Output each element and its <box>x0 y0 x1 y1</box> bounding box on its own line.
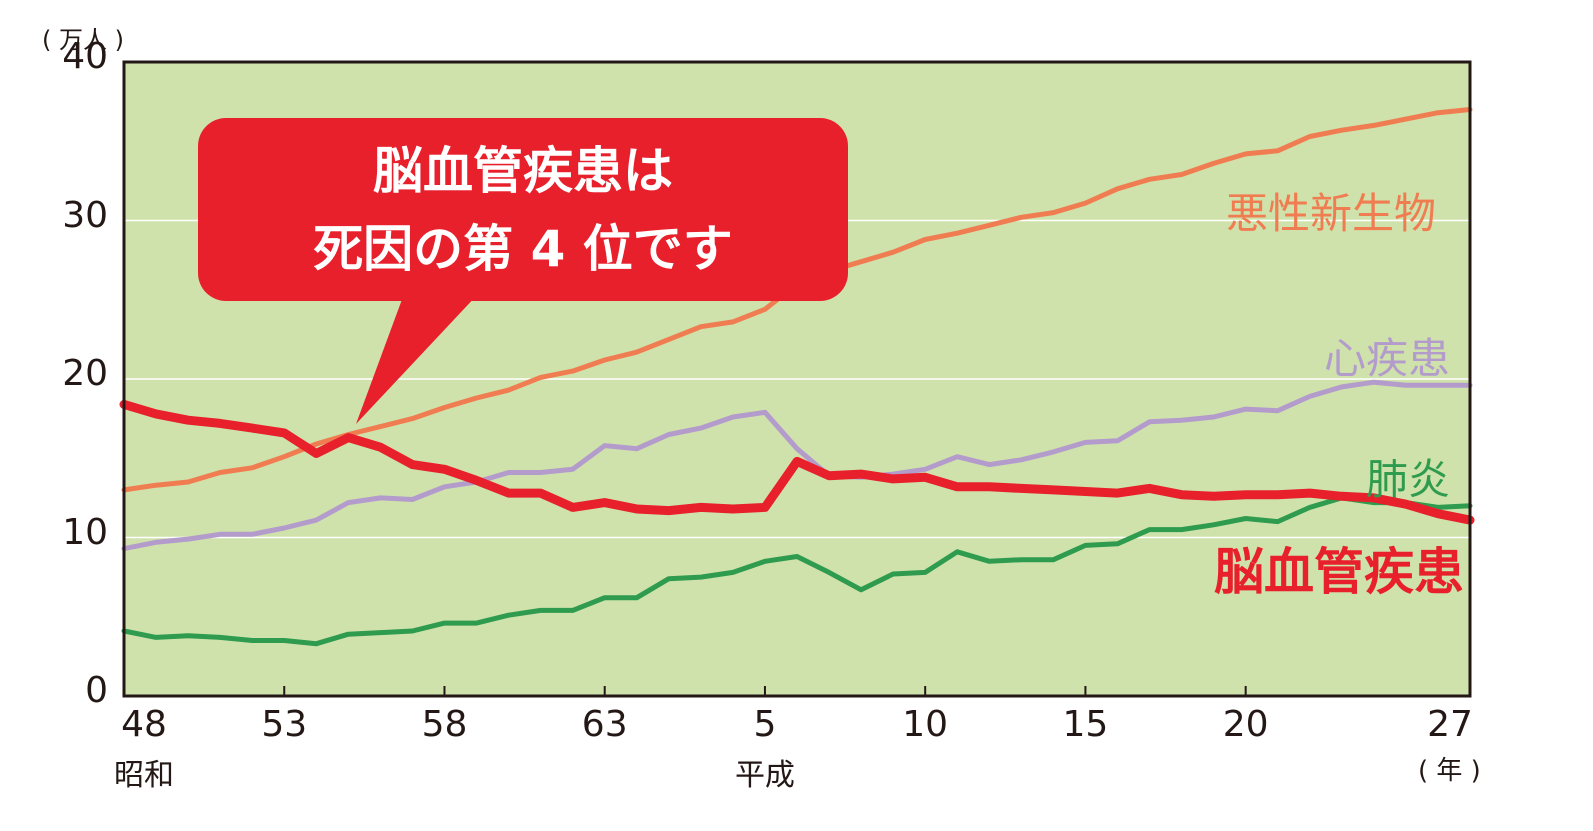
callout-pointer <box>356 294 478 424</box>
series-label-cerebro: 脳血管疾患 <box>1214 543 1464 601</box>
callout-line-2: 死因の第 4 位です <box>313 220 733 278</box>
x-tick-label: 10 <box>902 704 949 745</box>
x-tick-marks <box>123 686 1471 696</box>
x-tick-label: 20 <box>1222 704 1269 745</box>
era-label: 平成 <box>734 758 795 793</box>
y-tick-label: 20 <box>62 353 108 394</box>
x-tick-label: 5 <box>753 704 777 745</box>
y-axis-unit-label: ( 万人 ) <box>42 26 124 54</box>
x-tick-label: 27 <box>1427 704 1473 745</box>
x-tick-label: 48 <box>121 704 167 745</box>
y-tick-label: 40 <box>62 36 108 77</box>
x-tick-label: 58 <box>421 704 468 745</box>
plot-frame <box>122 60 1472 698</box>
y-tick-label: 0 <box>85 670 108 711</box>
series-label-pneumonia: 肺炎 <box>1366 455 1451 504</box>
series-line-cerebro <box>119 399 1475 525</box>
y-tick-label: 10 <box>62 511 108 553</box>
x-axis-unit-label: ( 年 ) <box>1418 756 1481 786</box>
series-label-malignant: 悪性新生物 <box>1226 189 1437 238</box>
era-label: 昭和 <box>114 758 174 793</box>
callout-box: 脳血管疾患は 死因の第 4 位です <box>198 118 848 301</box>
series-line-heart <box>121 379 1473 552</box>
x-tick-label: 63 <box>581 704 628 745</box>
series-line-pneumonia <box>121 495 1473 647</box>
y-tick-label: 30 <box>62 194 108 236</box>
x-tick-label: 15 <box>1062 704 1109 745</box>
x-tick-label: 53 <box>261 704 308 745</box>
callout-line-1: 脳血管疾患は <box>373 142 673 200</box>
series-label-heart: 心疾患 <box>1324 334 1451 383</box>
